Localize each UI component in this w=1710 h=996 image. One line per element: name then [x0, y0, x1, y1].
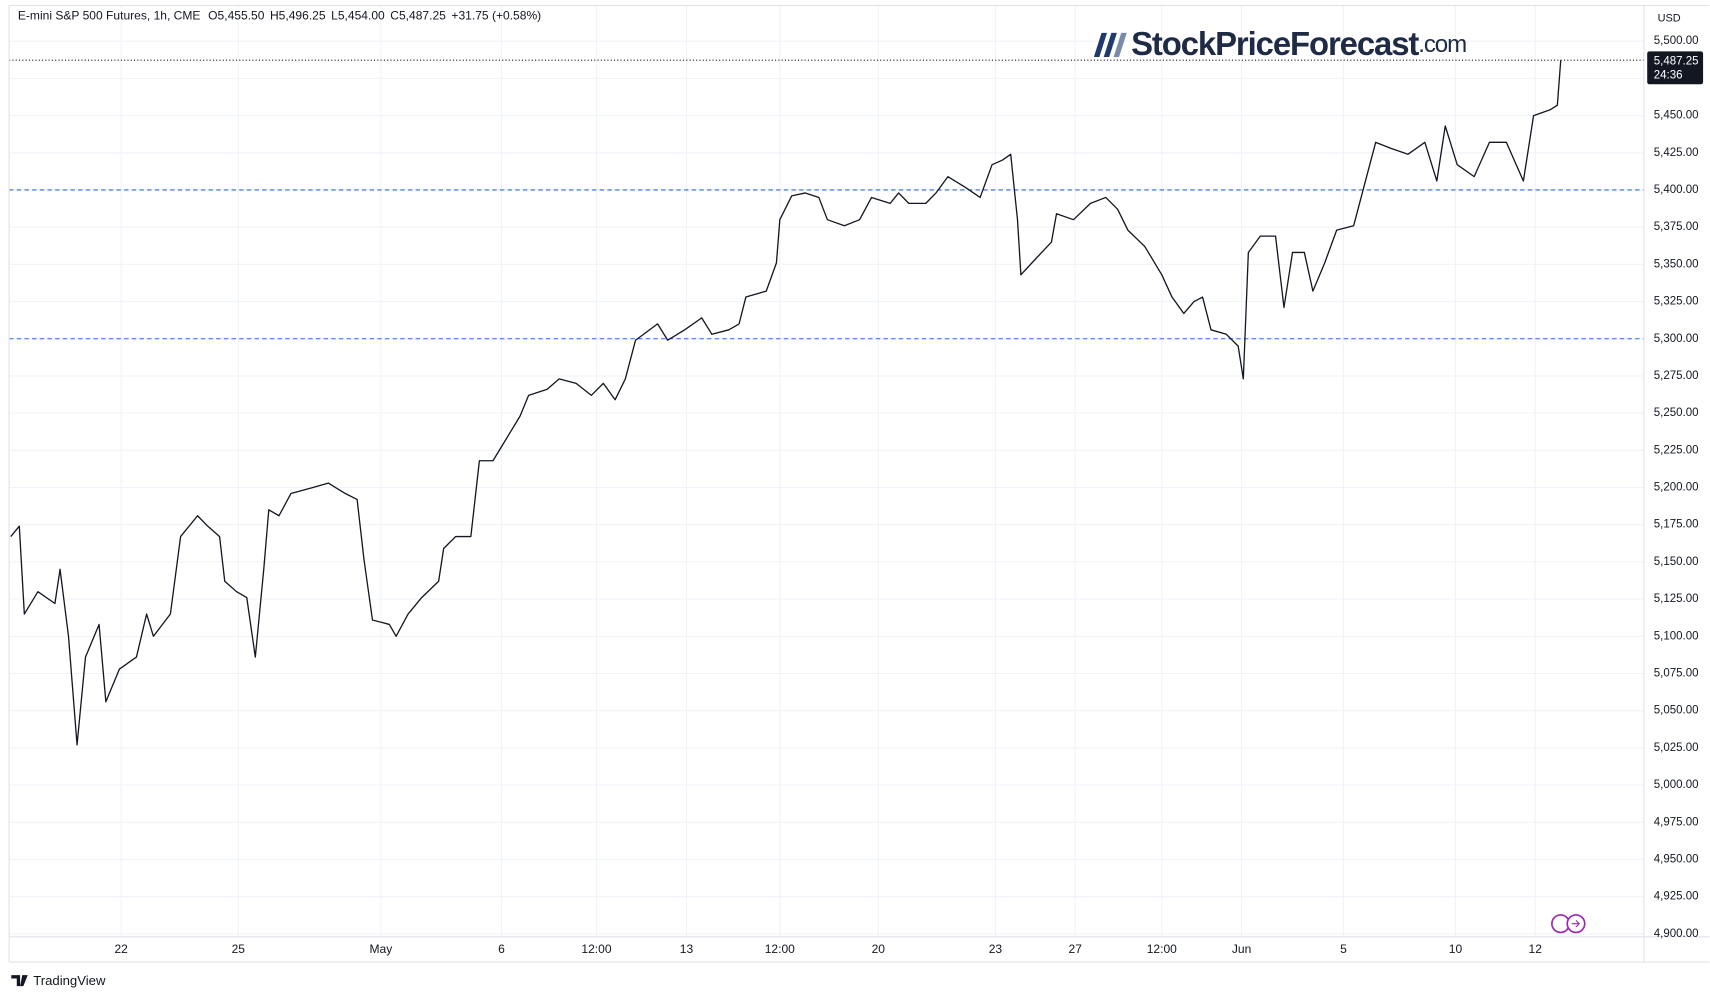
logo-text: StockPriceForecast.com — [1131, 25, 1466, 62]
y-tick-label: 5,150.00 — [1654, 556, 1699, 568]
grid — [9, 5, 1644, 937]
y-tick-label: 5,325.00 — [1654, 296, 1699, 308]
y-tick-label: 5,000.00 — [1654, 779, 1699, 791]
logo-stripe — [1103, 32, 1117, 57]
y-tick-label: 5,100.00 — [1654, 630, 1699, 642]
close: C5,487.25 — [390, 9, 446, 23]
symbol: E-mini S&P 500 Futures, 1h, CME — [18, 9, 201, 23]
x-tick-label: 27 — [1069, 942, 1083, 956]
y-tick-label: 5,025.00 — [1654, 742, 1699, 754]
y-tick-label: 4,900.00 — [1654, 928, 1699, 940]
last-price-label: 5,487.25 — [1654, 55, 1699, 67]
low: L5,454.00 — [331, 9, 385, 23]
price-line — [10, 60, 1562, 746]
y-tick-label: 5,225.00 — [1654, 444, 1699, 456]
y-tick-label: 5,400.00 — [1654, 184, 1699, 196]
x-tick-label: Jun — [1232, 942, 1251, 956]
logo-name: StockPriceForecast — [1131, 25, 1419, 62]
high: H5,496.25 — [270, 9, 326, 23]
y-tick-label: 5,425.00 — [1654, 147, 1699, 159]
footer-logo: TradingView — [11, 973, 106, 988]
y-tick-label: 4,950.00 — [1654, 853, 1699, 865]
logo-suffix: .com — [1418, 31, 1466, 58]
x-tick-label: 6 — [498, 942, 505, 956]
y-tick-label: 5,175.00 — [1654, 519, 1699, 531]
y-tick-label: 5,350.00 — [1654, 258, 1699, 270]
bottom-icon — [1551, 914, 1586, 934]
countdown: 24:36 — [1654, 70, 1683, 82]
open: O5,455.50 — [208, 9, 265, 23]
y-tick-label: 5,450.00 — [1654, 110, 1699, 122]
x-tick-label: 12 — [1529, 942, 1543, 956]
y-tick-label: 4,925.00 — [1654, 891, 1699, 903]
y-tick-label: 5,250.00 — [1654, 407, 1699, 419]
y-tick-label: 5,075.00 — [1654, 668, 1699, 680]
x-tick-label: 13 — [680, 942, 694, 956]
plot-area — [9, 59, 1644, 746]
x-tick-label: 12:00 — [1147, 942, 1177, 956]
x-tick-label: 23 — [989, 942, 1003, 956]
logo-stripe — [1113, 32, 1127, 57]
y-tick-label: 5,500.00 — [1654, 35, 1699, 47]
x-tick-label: 22 — [114, 942, 128, 956]
y-tick-label: 5,125.00 — [1654, 593, 1699, 605]
x-tick-label: 10 — [1449, 942, 1463, 956]
header: E-mini S&P 500 Futures, 1h, CME O5,455.5… — [18, 9, 541, 23]
x-tick-label: 5 — [1340, 942, 1347, 956]
x-tick-label: 20 — [872, 942, 886, 956]
logo: StockPriceForecast.com — [1093, 25, 1467, 62]
x-tick-label: May — [370, 942, 393, 956]
icon-arrow — [1571, 920, 1581, 928]
x-tick-label: 12:00 — [765, 942, 795, 956]
footer-text: TradingView — [33, 973, 106, 988]
y-tick-label: 5,300.00 — [1654, 333, 1699, 345]
y-tick-label: 4,975.00 — [1654, 816, 1699, 828]
y-tick-label: 5,050.00 — [1654, 705, 1699, 717]
x-tick-label: 12:00 — [581, 942, 611, 956]
last-price-box — [1647, 51, 1704, 85]
change: +31.75 (+0.58%) — [451, 9, 541, 23]
y-tick-label: 5,375.00 — [1654, 221, 1699, 233]
currency: USD — [1658, 13, 1681, 25]
logo-stripe — [1093, 32, 1108, 57]
y-tick-label: 5,275.00 — [1654, 370, 1699, 382]
tv-icon — [11, 975, 28, 987]
x-tick-label: 25 — [232, 942, 246, 956]
y-tick-label: 5,200.00 — [1654, 482, 1699, 494]
